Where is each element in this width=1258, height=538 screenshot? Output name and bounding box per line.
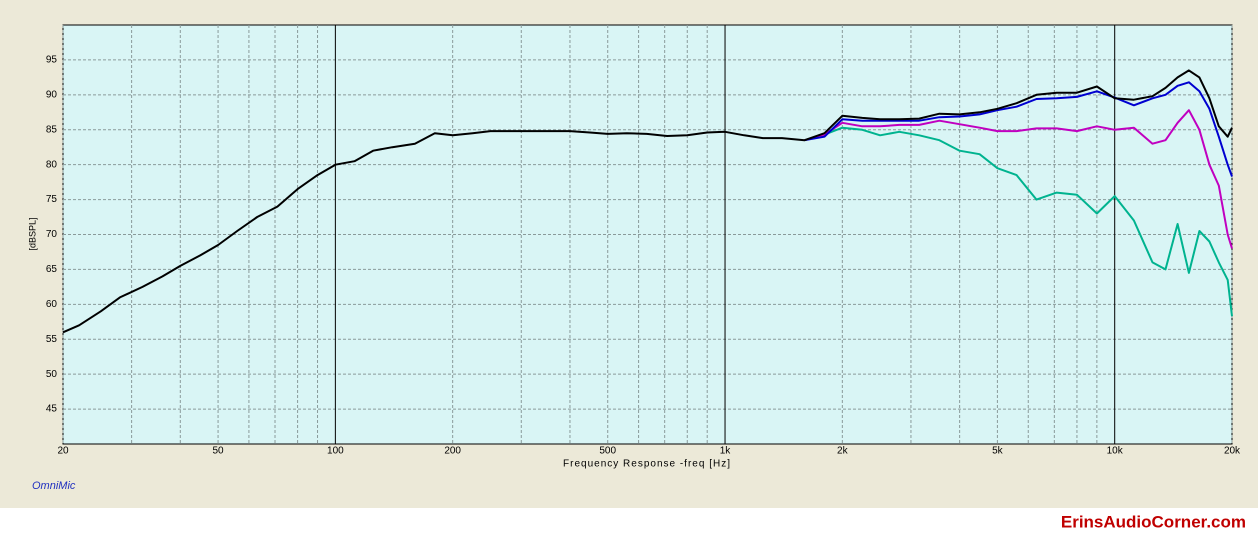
y-tick-label: 65 <box>46 264 58 275</box>
y-tick-label: 85 <box>46 124 58 135</box>
series-line <box>804 81 1233 177</box>
x-tick-label: 5k <box>992 446 1004 457</box>
watermark: ErinsAudioCorner.com <box>1061 512 1246 531</box>
series-line <box>804 126 1233 317</box>
x-tick-label: 500 <box>599 446 616 457</box>
x-tick-label: 50 <box>213 446 225 457</box>
x-tick-label: 200 <box>444 446 461 457</box>
y-axis-label: [dBSPL] <box>27 217 37 250</box>
series-line <box>62 69 1233 334</box>
x-axis-label: Frequency Response -freq [Hz] <box>563 459 731 470</box>
y-tick-label: 55 <box>46 334 58 345</box>
x-tick-label: 1k <box>720 446 732 457</box>
series-line <box>804 109 1233 249</box>
y-tick-label: 50 <box>46 369 58 380</box>
x-tick-label: 20 <box>57 446 69 457</box>
x-tick-label: 2k <box>837 446 849 457</box>
y-tick-label: 95 <box>46 55 58 66</box>
grid <box>62 25 1233 444</box>
lines <box>62 69 1233 334</box>
software-label: OmniMic <box>32 480 76 492</box>
x-tick-label: 10k <box>1107 446 1124 457</box>
y-tick-label: 75 <box>46 194 58 205</box>
y-tick-label: 80 <box>46 159 58 170</box>
y-tick-label: 45 <box>46 404 58 415</box>
x-tick-label: 100 <box>327 446 344 457</box>
y-tick-label: 90 <box>46 89 58 100</box>
y-tick-label: 70 <box>46 229 58 240</box>
x-tick-label: 20k <box>1224 446 1241 457</box>
y-tick-label: 60 <box>46 299 58 310</box>
